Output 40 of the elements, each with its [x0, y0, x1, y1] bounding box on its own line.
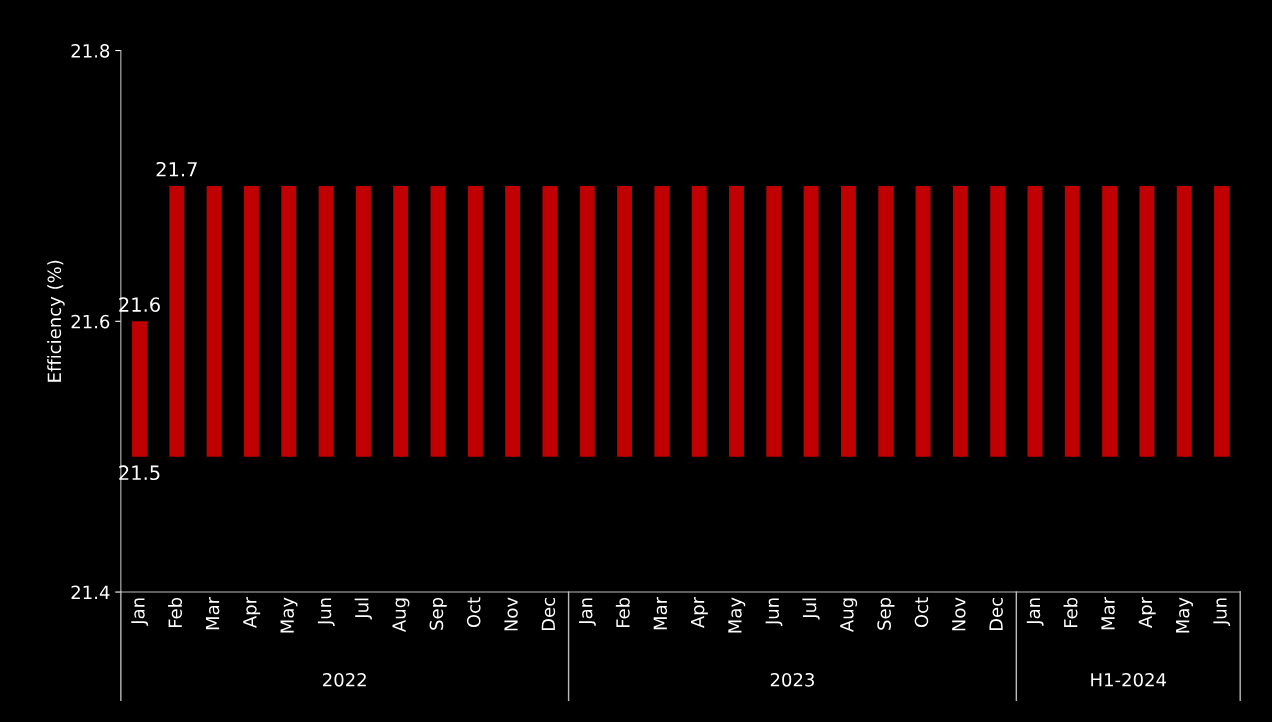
x-tick-label: Jun	[765, 598, 783, 627]
x-tick-label: Jun	[1213, 598, 1231, 627]
x-tick-label: Dec	[989, 598, 1003, 631]
x-tick-label: Feb	[1063, 597, 1078, 628]
x-tick-label: Jan	[1026, 598, 1044, 626]
x-tick-label: Nov	[504, 597, 518, 631]
x-tick-label: Jul	[354, 598, 372, 620]
annotation: 21.5	[119, 465, 160, 481]
x-tick-label: Sep	[429, 597, 447, 630]
x-tick-label: Mar	[653, 596, 668, 630]
x-tick-label: May	[280, 597, 298, 633]
x-tick-label: May	[1176, 597, 1193, 633]
x-tick-label: Feb	[615, 597, 630, 628]
x-tick-label: Oct	[914, 597, 929, 628]
x-tick-label: Mar	[205, 596, 220, 630]
x-tick-label: Apr	[690, 596, 708, 628]
x-tick-label: Oct	[466, 597, 481, 628]
x-tick-label: Jan	[131, 598, 149, 626]
y-tick-label: 21.4	[71, 585, 110, 599]
text: H1-2024	[1091, 672, 1167, 687]
x-tick-label: Aug	[392, 598, 410, 633]
x-tick-label: Mar	[1101, 596, 1115, 630]
x-tick-label: Feb	[168, 597, 183, 628]
y-tick-label: 21.6	[71, 314, 110, 329]
x-tick-label: Jun	[317, 598, 335, 627]
x-tick-label: Jul	[802, 598, 820, 620]
x-tick-label: Sep	[877, 597, 895, 630]
y-tick-label: 21.8	[71, 44, 110, 58]
text: 2022	[323, 672, 366, 687]
x-tick-label: Dec	[541, 598, 556, 631]
x-tick-label: May	[728, 597, 746, 633]
x-tick-label: Nov	[952, 597, 966, 631]
x-tick-label: Apr	[243, 596, 261, 628]
y-axis-title: Efficiency (%)	[47, 260, 65, 382]
x-tick-label: Apr	[1138, 596, 1156, 628]
x-tick-label: Aug	[840, 598, 858, 633]
x-tick-label: Jan	[579, 598, 596, 626]
annotation: 21.7	[156, 161, 197, 177]
annotation: 21.6	[119, 297, 160, 312]
text: 2023	[770, 672, 814, 687]
